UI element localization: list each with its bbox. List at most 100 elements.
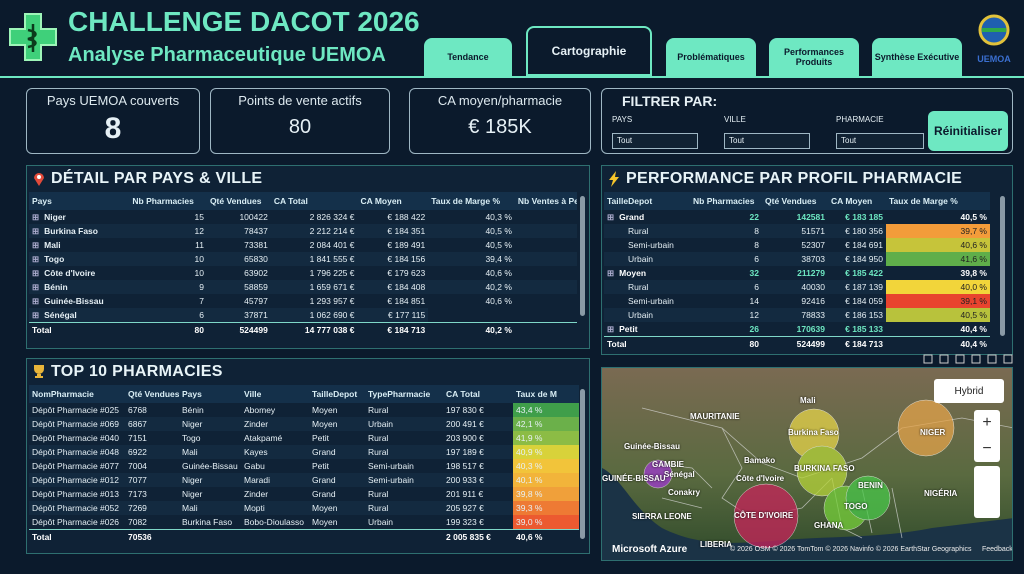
cell: € 187 139: [828, 280, 886, 294]
header-row: Pays Nb Pharmacies Qté Vendues CA Total CA M…: [29, 192, 577, 210]
scrollbar[interactable]: [1000, 196, 1005, 336]
cell: 14 777 038 €: [270, 322, 358, 337]
tab[interactable]: Tendance: [424, 38, 512, 76]
cell: 8: [754, 240, 759, 250]
cell: € 183 185: [845, 212, 883, 222]
cell: Niger: [179, 417, 241, 431]
child-row: Urbain 6 38703 € 184 950 41,6 %: [604, 252, 990, 266]
map-label: Burkina Faso: [788, 428, 839, 437]
tab[interactable]: Performances Produits: [769, 38, 859, 76]
cell: 205 927 €: [443, 501, 513, 515]
table-row: Dépôt Pharmacie #069 6867 Niger Zinder Moyen…: [29, 417, 579, 431]
column-header: NomPharmacie: [29, 385, 125, 403]
map-label: NIGÉRIA: [924, 489, 958, 498]
kpi-card: Points de vente actifs 80: [210, 88, 390, 154]
column-header: Qté Vendues: [206, 192, 271, 210]
cell: 10: [129, 252, 207, 266]
cell: Total: [604, 336, 690, 351]
cell: Guinée-Bissau: [29, 294, 129, 308]
cell: 6: [129, 308, 207, 323]
cell: 40,5 %: [485, 240, 512, 250]
zoom-control[interactable]: + −: [974, 410, 1000, 462]
scrollbar[interactable]: [580, 389, 585, 539]
scrollbar[interactable]: [580, 196, 585, 316]
cell: 52307: [801, 240, 825, 250]
column-header: TailleDepot: [309, 385, 365, 403]
tab[interactable]: Cartographie: [526, 26, 652, 76]
cell: Urbain: [368, 517, 394, 527]
cell: 6: [690, 252, 762, 266]
map-label: GHANA: [814, 521, 844, 530]
cell: 92416: [801, 296, 825, 306]
bolt-icon: [609, 171, 619, 187]
pin-icon: [34, 173, 44, 186]
filter-label: PAYS: [612, 115, 633, 124]
cell: € 184 691: [845, 240, 883, 250]
pitch-control[interactable]: [974, 466, 1000, 518]
kpi-label: Points de vente actifs: [238, 93, 362, 108]
cell: 40,2 %: [428, 280, 515, 294]
cell: Moyen: [312, 517, 338, 527]
filter-select[interactable]: Tout: [724, 133, 810, 149]
cell: 12: [690, 308, 762, 322]
cell: 2 084 401 €: [309, 240, 355, 250]
map-feedback[interactable]: Feedback: [982, 546, 1013, 553]
cell: Abomey: [244, 405, 276, 415]
cell: 197 189 €: [443, 445, 513, 459]
cell: 73381: [244, 240, 268, 250]
cell: 15: [194, 212, 204, 222]
cell: 7077: [125, 473, 179, 487]
cell: 39,0 %: [513, 515, 579, 530]
cell: 2 826 324 €: [309, 212, 355, 222]
cell: Mopti: [241, 501, 309, 515]
cell: 1 062 690 €: [270, 308, 358, 323]
cell: Gabu: [244, 461, 265, 471]
kpi-card: CA moyen/pharmacie € 185K: [409, 88, 591, 154]
cell: 40,3 %: [513, 459, 579, 473]
cell: Moyen: [312, 405, 338, 415]
map-label: LIBERIA: [700, 540, 732, 549]
cell: Rural: [368, 433, 389, 443]
map-label: TOGO: [844, 502, 868, 511]
map-label: NIGER: [920, 428, 946, 437]
cell: Petit: [312, 433, 330, 443]
cell: 41,9 %: [513, 431, 579, 445]
cell: 1 659 671 €: [270, 280, 358, 294]
cell: 1 796 225 €: [309, 268, 355, 278]
cell: Moyen: [309, 501, 365, 515]
reset-button[interactable]: Réinitialiser: [928, 111, 1008, 151]
cell: Sénégal: [29, 308, 130, 323]
cell: Côte d'Ivoire: [29, 266, 129, 280]
kpi-value: 80: [288, 116, 312, 138]
table-row: Niger 15 100422 2 826 324 € € 188 422 40,3 %2…: [29, 210, 577, 224]
map-label: Conakry: [668, 488, 701, 497]
cell: 199 323 €: [446, 517, 484, 527]
cell: Zinder: [244, 489, 269, 499]
visual-toolbar[interactable]: [922, 353, 1014, 365]
cell: 45797: [244, 296, 268, 306]
cell: Semi-urbain: [365, 473, 443, 487]
cell: Semi-urbain: [628, 240, 674, 250]
map-label: Guinée-Bissau: [624, 442, 681, 451]
filter-select[interactable]: Tout: [612, 133, 698, 149]
cell: Semi-urbain: [368, 461, 414, 471]
cell: Dépôt Pharmacie #069: [29, 417, 125, 431]
cell: 43,4 %: [513, 403, 579, 417]
table-row: Dépôt Pharmacie #012 7077 Niger Maradi Grand…: [29, 473, 579, 487]
cell: 9: [129, 280, 207, 294]
tab[interactable]: Synthèse Exécutive: [872, 38, 962, 76]
map-style-button[interactable]: Hybrid: [934, 379, 1004, 403]
cell: Niger: [179, 473, 241, 487]
map-label: GUINÉE-BISSAU: [602, 474, 666, 483]
header-rule: [0, 76, 1024, 78]
tab[interactable]: Problématiques: [666, 38, 756, 76]
filter-select[interactable]: Tout: [836, 133, 924, 149]
cell: 39,7 %: [886, 224, 990, 238]
child-row: Semi-urbain 14 92416 € 184 059 39,1 %: [604, 294, 990, 308]
table-row: Mali 11 73381 2 084 401 € € 189 491 40,5 %202…: [29, 238, 577, 252]
cell: 142581: [796, 212, 825, 222]
cell: Dépôt Pharmacie #077: [32, 461, 119, 471]
filter-label: PHARMACIE: [836, 115, 884, 124]
